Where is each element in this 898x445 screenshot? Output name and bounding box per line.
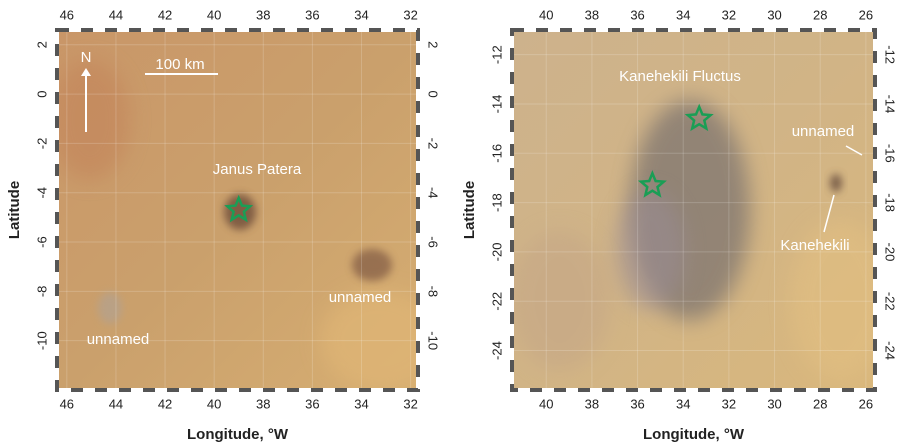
annotation: unnamed: [792, 123, 855, 140]
x-tick-label: 34: [354, 396, 368, 411]
x-tick-label: 36: [305, 396, 319, 411]
x-axis-label: Longitude, °W: [187, 426, 289, 443]
y-tick-label-right: -24: [883, 341, 898, 360]
x-tick-label: 40: [207, 396, 221, 411]
y-tick-label-right: -10: [426, 331, 441, 350]
x-tick-label-top: 40: [539, 7, 553, 22]
y-tick-label-right: -6: [426, 236, 441, 248]
y-axis-label: Latitude: [461, 181, 478, 239]
y-tick-label: -16: [489, 144, 504, 163]
x-tick-label-top: 40: [207, 7, 221, 22]
x-tick-label-top: 36: [305, 7, 319, 22]
x-tick-label-top: 38: [256, 7, 270, 22]
annotation: 100 km: [155, 56, 204, 73]
x-tick-label: 36: [630, 396, 644, 411]
y-tick-label-right: -14: [883, 95, 898, 114]
y-tick-label-right: -4: [426, 187, 441, 199]
x-tick-label-top: 32: [403, 7, 417, 22]
x-tick-label: 32: [722, 396, 736, 411]
y-tick-label: -18: [489, 193, 504, 212]
x-tick-label: 42: [158, 396, 172, 411]
x-tick-label-top: 28: [813, 7, 827, 22]
x-tick-label: 32: [403, 396, 417, 411]
x-tick-label-top: 46: [60, 7, 74, 22]
x-tick-label: 44: [109, 396, 123, 411]
annotation: unnamed: [329, 289, 392, 306]
y-tick-label-right: -8: [426, 286, 441, 298]
x-tick-label: 34: [676, 396, 690, 411]
x-tick-label: 26: [859, 396, 873, 411]
annotation: Janus Patera: [213, 161, 302, 178]
y-tick-label-right: 0: [426, 90, 441, 97]
y-tick-label: -8: [34, 286, 49, 298]
x-tick-label-top: 34: [354, 7, 368, 22]
x-tick-label-top: 42: [158, 7, 172, 22]
x-tick-label-top: 38: [585, 7, 599, 22]
y-axis-label: Latitude: [6, 181, 23, 239]
x-tick-label-top: 44: [109, 7, 123, 22]
annotation: Kanehekili Fluctus: [619, 68, 741, 85]
y-tick-label: 2: [34, 41, 49, 48]
y-tick-label: -14: [489, 95, 504, 114]
x-tick-label-top: 36: [630, 7, 644, 22]
x-tick-label: 40: [539, 396, 553, 411]
y-tick-label: 0: [34, 90, 49, 97]
x-tick-label-top: 26: [859, 7, 873, 22]
x-tick-label: 38: [585, 396, 599, 411]
y-tick-label: -2: [34, 138, 49, 150]
annotation: unnamed: [87, 331, 150, 348]
y-tick-label: -4: [34, 187, 49, 199]
y-tick-label-right: 2: [426, 41, 441, 48]
y-tick-label-right: -16: [883, 144, 898, 163]
y-tick-label: -24: [489, 341, 504, 360]
x-tick-label-top: 34: [676, 7, 690, 22]
annotation: Kanehekili: [780, 237, 849, 254]
annotation: N: [81, 49, 92, 66]
y-tick-label-right: -22: [883, 292, 898, 311]
y-tick-label-right: -2: [426, 138, 441, 150]
figure: 46 46 44 44 42 42 40 40 38 38 36 36 34 34 32 32 2 2 0 0 -2 -2…: [0, 0, 898, 445]
x-tick-label: 46: [60, 396, 74, 411]
x-tick-label: 28: [813, 396, 827, 411]
x-axis-label: Longitude, °W: [643, 426, 745, 443]
y-tick-label-right: -12: [883, 45, 898, 64]
y-tick-label: -12: [489, 45, 504, 64]
x-tick-label-top: 30: [767, 7, 781, 22]
y-tick-label: -20: [489, 243, 504, 262]
x-tick-label-top: 32: [722, 7, 736, 22]
y-tick-label: -22: [489, 292, 504, 311]
x-tick-label: 38: [256, 396, 270, 411]
y-tick-label: -6: [34, 236, 49, 248]
y-tick-label-right: -20: [883, 243, 898, 262]
y-tick-label: -10: [34, 331, 49, 350]
y-tick-label-right: -18: [883, 193, 898, 212]
x-tick-label: 30: [767, 396, 781, 411]
